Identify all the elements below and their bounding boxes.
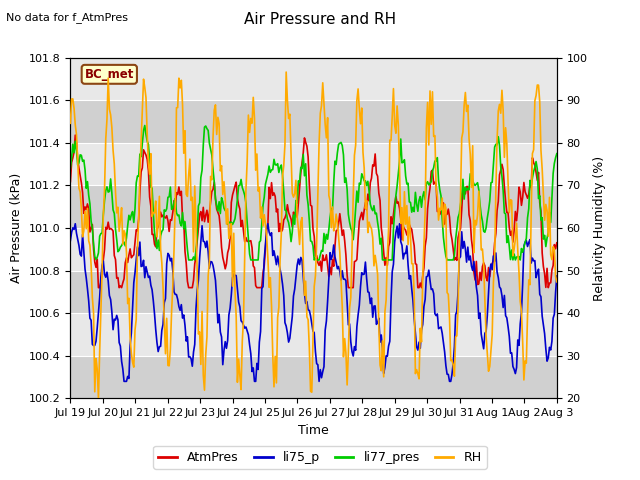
Y-axis label: Air Pressure (kPa): Air Pressure (kPa) (10, 173, 24, 283)
Text: BC_met: BC_met (84, 68, 134, 81)
X-axis label: Time: Time (298, 424, 329, 437)
Bar (70, 271, 557, 313)
Bar (70, 100, 557, 143)
Bar (70, 143, 557, 185)
Bar (70, 228, 557, 271)
Y-axis label: Relativity Humidity (%): Relativity Humidity (%) (593, 156, 606, 300)
Bar (70, 58, 557, 100)
Text: No data for f_AtmPres: No data for f_AtmPres (6, 12, 129, 23)
Bar (70, 356, 557, 398)
Bar (70, 313, 557, 356)
Bar (70, 185, 557, 228)
Text: Air Pressure and RH: Air Pressure and RH (244, 12, 396, 27)
Legend: AtmPres, li75_p, li77_pres, RH: AtmPres, li75_p, li77_pres, RH (154, 446, 486, 469)
